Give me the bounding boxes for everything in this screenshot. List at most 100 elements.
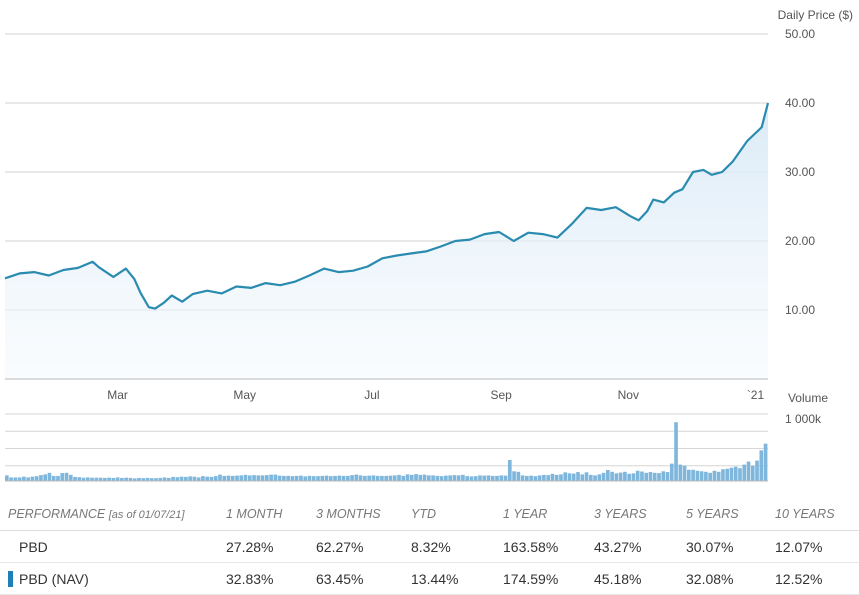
volume-bar xyxy=(73,476,77,481)
volume-bar xyxy=(222,475,227,481)
volume-bar xyxy=(282,475,286,481)
volume-bar xyxy=(695,470,700,481)
volume-bar xyxy=(43,474,48,481)
volume-bar xyxy=(277,475,282,481)
volume-bar xyxy=(115,477,120,481)
volume-bar xyxy=(725,468,730,481)
volume-bar xyxy=(256,475,261,481)
volume-bar xyxy=(13,477,18,481)
header-3-months[interactable]: 3 MONTHS xyxy=(316,498,411,531)
volume-bar xyxy=(687,469,691,481)
volume-bar xyxy=(316,476,320,481)
volume-bar xyxy=(26,477,30,481)
volume-bar xyxy=(380,475,384,481)
volume-bar xyxy=(371,475,376,481)
volume-bar xyxy=(627,473,631,481)
price-x-ticks: Mar May Jul Sep Nov `21 xyxy=(107,388,764,402)
volume-bar xyxy=(571,473,576,481)
volume-bar xyxy=(439,476,444,481)
volume-bar xyxy=(661,471,666,481)
volume-bar xyxy=(120,477,124,481)
volume-bar xyxy=(132,478,137,481)
volume-bar xyxy=(124,477,129,481)
value-5-years: 30.07% xyxy=(686,530,775,563)
volume-bar xyxy=(175,477,180,481)
header-ytd[interactable]: YTD xyxy=(411,498,503,531)
volume-bar xyxy=(56,475,60,481)
volume-bar xyxy=(363,475,367,481)
volume-bar xyxy=(166,477,171,481)
volume-bar xyxy=(273,474,278,481)
value-ytd: 13.44% xyxy=(411,562,503,595)
volume-bar xyxy=(529,475,533,481)
value-1-month: 27.28% xyxy=(226,530,316,563)
volume-bar xyxy=(205,476,209,481)
volume-bar xyxy=(669,463,674,481)
value-5-years: 32.08% xyxy=(686,562,775,595)
volume-bar xyxy=(559,474,563,481)
header-10-years[interactable]: 10 YEARS xyxy=(775,498,859,531)
volume-bar xyxy=(328,476,333,481)
volume-bar xyxy=(516,471,521,481)
volume-bar xyxy=(691,469,695,481)
volume-bar xyxy=(90,477,94,481)
volume-bar xyxy=(606,470,610,481)
volume-bar xyxy=(601,472,606,481)
performance-heading: PERFORMANCE xyxy=(8,507,106,521)
volume-bar xyxy=(141,478,146,481)
price-y-tick-label: 40.00 xyxy=(785,96,815,110)
volume-bar xyxy=(64,472,69,481)
volume-bar xyxy=(665,472,670,481)
header-1-year[interactable]: 1 YEAR xyxy=(503,498,594,531)
volume-bar xyxy=(60,473,65,481)
x-tick-label: Jul xyxy=(364,388,379,402)
volume-bar xyxy=(623,471,627,481)
volume-bar xyxy=(299,475,303,481)
volume-bar xyxy=(610,471,614,481)
volume-bar xyxy=(358,475,363,481)
volume-bar xyxy=(34,476,39,481)
volume-bar xyxy=(738,468,742,481)
volume-bar xyxy=(503,475,508,481)
volume-bar xyxy=(473,476,478,481)
volume-bar xyxy=(149,478,154,481)
volume-bar xyxy=(252,475,256,481)
volume-bar xyxy=(311,476,316,481)
value-1-year: 174.59% xyxy=(503,562,594,595)
volume-bar xyxy=(729,467,734,481)
header-1-month[interactable]: 1 MONTH xyxy=(226,498,316,531)
value-10-years: 12.52% xyxy=(775,562,859,595)
volume-bar xyxy=(243,474,248,481)
volume-bar xyxy=(196,477,201,481)
volume-bar xyxy=(103,477,107,481)
volume-bar xyxy=(145,477,150,481)
volume-bar xyxy=(247,475,252,481)
volume-bar xyxy=(678,464,683,481)
volume-bar xyxy=(367,475,371,481)
volume-bar xyxy=(341,475,346,481)
volume-bar xyxy=(269,474,273,481)
header-5-years[interactable]: 5 YEARS xyxy=(686,498,775,531)
row-name-nav-label: PBD (NAV) xyxy=(19,570,89,587)
price-series-line[interactable] xyxy=(4,102,770,310)
volume-bar xyxy=(81,477,86,481)
volume-bar xyxy=(721,469,725,481)
volume-bar xyxy=(708,472,712,481)
performance-as-of-date: [as of 01/07/21] xyxy=(108,509,185,521)
volume-bars xyxy=(5,422,768,481)
volume-bar xyxy=(567,473,572,481)
volume-bar xyxy=(750,465,755,481)
volume-bar xyxy=(465,476,470,481)
volume-bar xyxy=(94,477,99,481)
volume-bar xyxy=(554,474,559,481)
volume-bar xyxy=(759,450,764,481)
value-3-months: 62.27% xyxy=(316,530,411,563)
volume-bar xyxy=(576,472,580,481)
header-3-years[interactable]: 3 YEARS xyxy=(594,498,686,531)
volume-bar xyxy=(9,477,13,481)
volume-bar xyxy=(5,475,9,481)
price-y-tick-label: 10.00 xyxy=(785,303,815,317)
volume-bar xyxy=(307,475,312,481)
volume-bar xyxy=(486,475,491,481)
volume-y-ticks: 1 000k xyxy=(785,412,822,426)
